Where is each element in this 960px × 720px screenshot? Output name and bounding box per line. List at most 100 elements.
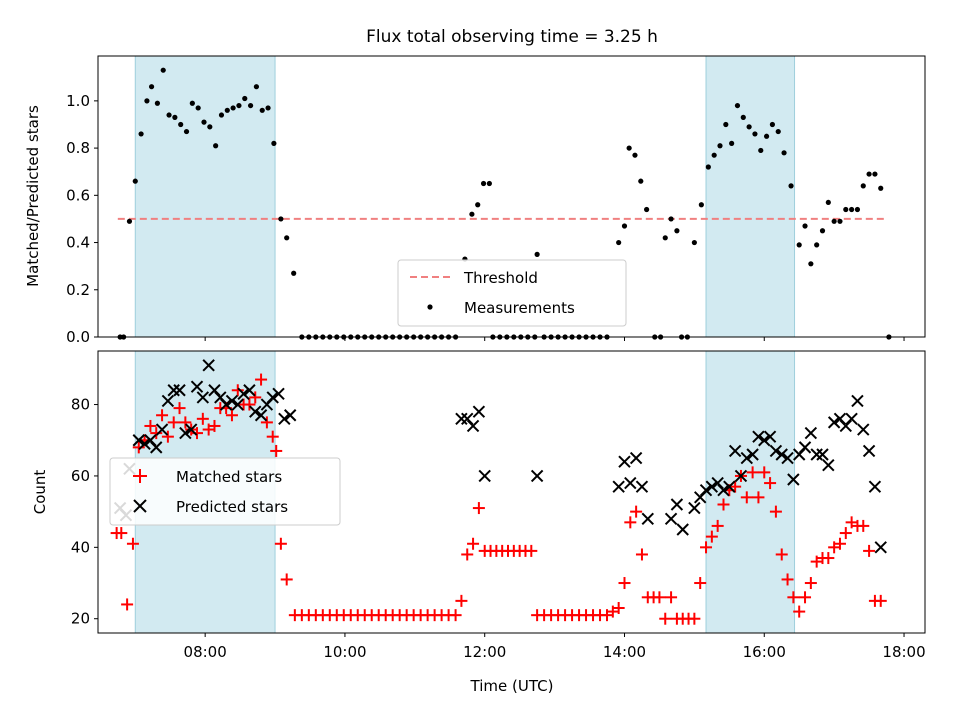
predicted-star-marker	[699, 484, 713, 497]
measurement-point	[183, 128, 190, 135]
legend-threshold-label: Threshold	[463, 269, 538, 287]
matched-star-marker	[231, 384, 244, 397]
measurement-point	[638, 178, 644, 184]
matched-star-marker	[874, 594, 887, 607]
matched-star-marker	[115, 527, 128, 540]
predicted-star-marker	[769, 444, 783, 458]
measurement-point	[825, 199, 831, 206]
top-y-axis-label: Matched/Predicted stars	[24, 105, 42, 287]
bottom-y-axis: 20 40 60 80	[71, 396, 98, 628]
measurement-point	[201, 119, 207, 125]
predicted-star-marker	[138, 437, 151, 451]
measurement-point	[763, 133, 770, 139]
matched-star-marker	[688, 612, 701, 625]
matched-star-marker	[822, 552, 835, 565]
predicted-star-marker	[676, 523, 689, 536]
matched-legend-swatch	[133, 469, 147, 483]
bottom-x-ticks: 08:00 10:00 12:00 14:00 16:00 18:00	[184, 633, 926, 661]
measurement-point	[734, 102, 741, 109]
predicted-star-marker	[196, 391, 210, 404]
measurement-point	[729, 140, 735, 146]
measurement-point	[236, 102, 242, 109]
top-y-tick-label: 0.4	[66, 234, 90, 252]
measurement-point	[849, 206, 855, 213]
predicted-star-marker	[752, 430, 765, 443]
predicted-star-marker	[254, 409, 268, 422]
predicted-star-marker	[629, 451, 643, 465]
predicted-star-marker	[161, 394, 175, 408]
top-y-tick-label: 0.8	[66, 139, 90, 157]
matched-star-marker	[274, 537, 287, 550]
matched-star-marker	[659, 612, 672, 625]
predicted-star-marker	[798, 441, 812, 454]
top-shaded-interval-1	[705, 55, 796, 338]
top-shaded-interval-0	[134, 55, 276, 338]
measurement-point	[166, 112, 172, 118]
predicted-star-marker	[804, 426, 818, 440]
matched-star-marker	[191, 427, 204, 440]
matched-star-marker	[665, 591, 678, 604]
measurement-point	[534, 251, 540, 257]
matched-star-marker	[156, 409, 169, 422]
measurement-point	[691, 239, 697, 246]
top-panel: 0.0 0.2 0.4 0.6 0.8 1.0 Matched/Predicted sta…	[24, 55, 926, 346]
matched-star-marker	[705, 530, 718, 543]
bottom-y-tick-label: 60	[71, 467, 90, 485]
matched-star-marker	[525, 544, 538, 557]
top-legend: Threshold Measurements	[397, 259, 627, 327]
measurement-point	[178, 121, 184, 128]
measurement-point	[138, 131, 144, 137]
matched-star-marker	[717, 498, 730, 511]
bottom-axes-frame	[97, 350, 926, 634]
matched-star-marker	[630, 505, 643, 518]
matched-star-marker	[781, 573, 794, 586]
measurement-point	[837, 218, 843, 224]
predicted-star-marker	[225, 394, 239, 408]
matched-star-marker	[132, 441, 145, 454]
measurement-point	[265, 105, 271, 111]
matched-star-marker	[635, 548, 648, 561]
matched-star-marker	[150, 427, 163, 440]
predicted-star-marker	[746, 448, 759, 461]
measurement-point	[284, 235, 290, 241]
x-tick-label: 12:00	[463, 643, 506, 661]
predicted-star-marker	[728, 444, 742, 458]
figure-title: Flux total observing time = 3.25 h	[366, 27, 658, 47]
measurement-point	[717, 143, 723, 149]
measurement-point	[480, 180, 487, 187]
predicted-star-marker	[283, 409, 297, 422]
predicted-star-marker	[530, 469, 544, 483]
predicted-star-marker	[278, 412, 291, 426]
predicted-star-marker	[231, 398, 244, 411]
measurement-point	[802, 223, 808, 229]
predicted-star-marker	[763, 430, 777, 443]
matched-star-marker	[624, 516, 637, 529]
measurement-point	[144, 98, 150, 104]
legend-predicted-label: Predicted stars	[176, 498, 288, 516]
matched-star-marker	[746, 466, 759, 479]
measurement-point	[831, 218, 837, 224]
predicted-star-marker	[272, 387, 285, 401]
measurement-point	[644, 206, 650, 213]
measurement-point	[126, 218, 133, 224]
predicted-star-marker	[249, 405, 262, 418]
predicted-star-marker	[851, 394, 864, 408]
predicted-star-marker	[179, 426, 192, 440]
measurement-point	[172, 114, 178, 120]
measurement-point	[674, 228, 680, 234]
matched-star-marker	[758, 466, 771, 479]
measurement-point	[242, 95, 248, 102]
predicted-star-marker	[635, 480, 649, 493]
matched-star-marker	[461, 548, 474, 561]
measurement-point	[740, 114, 746, 120]
matched-star-marker	[700, 541, 713, 554]
measurement-point	[626, 145, 632, 151]
matched-star-marker	[280, 573, 293, 586]
matched-star-marker	[764, 477, 777, 490]
matched-star-marker	[752, 491, 765, 504]
matched-star-marker	[173, 402, 186, 415]
matched-star-marker	[729, 480, 742, 493]
measurement-point	[860, 183, 866, 189]
measurement-point	[746, 124, 752, 130]
measurement-point	[148, 84, 155, 90]
